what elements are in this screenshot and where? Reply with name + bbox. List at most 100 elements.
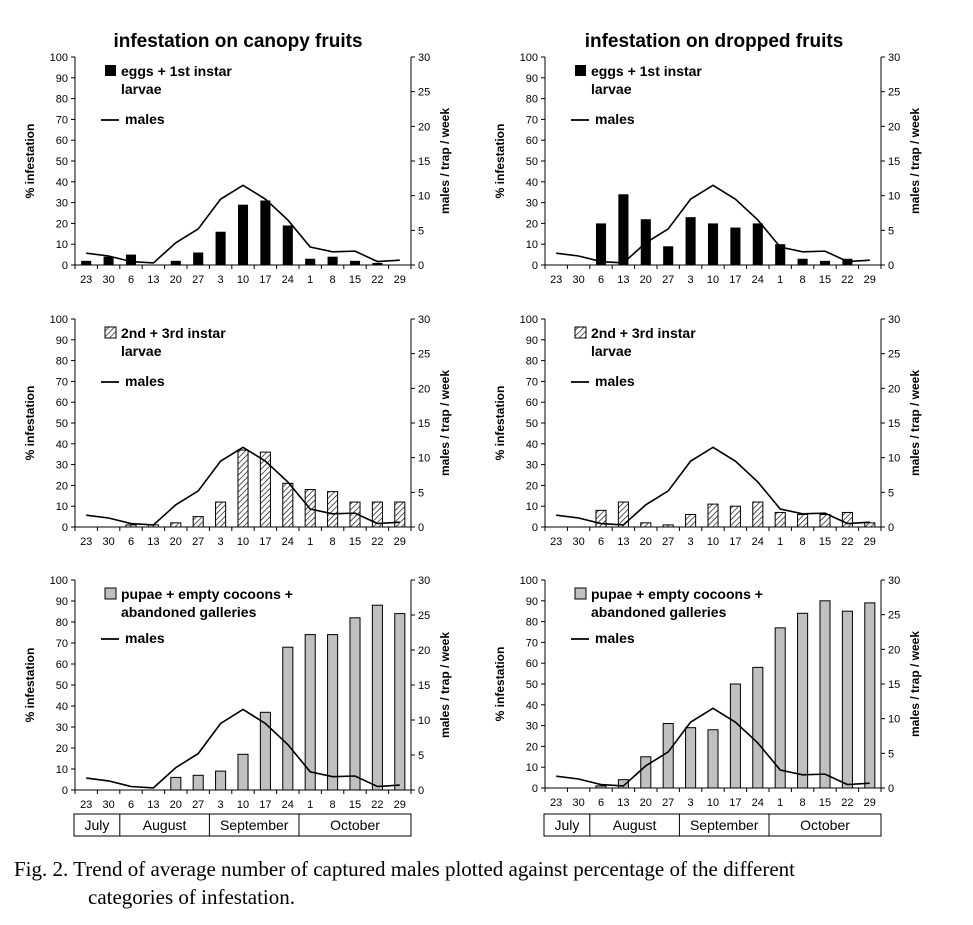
x-tick-label: 17 xyxy=(729,274,741,286)
y-tick-label: 0 xyxy=(62,260,68,272)
bar xyxy=(170,522,182,528)
x-tick-label: 24 xyxy=(752,536,764,548)
x-tick-label: 6 xyxy=(128,536,134,548)
x-tick-label: 6 xyxy=(598,536,604,548)
y-tick-label: 40 xyxy=(56,177,68,189)
y2-tick-label: 20 xyxy=(418,121,430,133)
x-tick-label: 3 xyxy=(688,536,694,548)
x-tick-label: 15 xyxy=(819,274,831,286)
legend-bar-label: pupae + empty cocoons + xyxy=(121,586,293,602)
legend-line-label: males xyxy=(595,630,635,646)
y-tick-label: 100 xyxy=(520,575,538,587)
legend-bar-label: 2nd + 3rd instar xyxy=(121,325,226,341)
males-line xyxy=(556,184,870,264)
legend-bar-swatch xyxy=(104,326,117,339)
x-tick-label: 29 xyxy=(394,274,406,286)
x-tick-label: 27 xyxy=(662,274,674,286)
legend-bar-label-line2: larvae xyxy=(591,343,632,359)
x-tick-label: 8 xyxy=(800,536,806,548)
bar xyxy=(774,627,786,789)
x-tick-label: 23 xyxy=(80,536,92,548)
bar xyxy=(103,256,114,265)
bar xyxy=(685,514,697,528)
y2-tick-label: 10 xyxy=(888,453,900,465)
x-tick-label: 30 xyxy=(572,536,584,548)
y-tick-label: 0 xyxy=(62,785,68,797)
bar xyxy=(729,505,741,528)
bar xyxy=(304,634,316,791)
bar xyxy=(685,727,697,789)
y-axis-title: % infestation xyxy=(493,386,507,461)
x-tick-label: 10 xyxy=(237,274,249,286)
bar xyxy=(260,200,271,265)
y2-tick-label: 5 xyxy=(888,748,894,760)
x-tick-label: 29 xyxy=(394,536,406,548)
bar xyxy=(170,776,182,791)
y-tick-label: 20 xyxy=(56,743,68,755)
y2-tick-label: 25 xyxy=(418,349,430,361)
x-tick-label: 10 xyxy=(707,274,719,286)
bar xyxy=(125,524,137,528)
y-axis-title: % infestation xyxy=(23,124,37,199)
x-tick-label: 15 xyxy=(349,799,361,811)
y-tick-label: 70 xyxy=(56,638,68,650)
x-tick-label: 20 xyxy=(640,274,652,286)
y-tick-label: 10 xyxy=(526,239,538,251)
bar xyxy=(707,503,719,528)
legend-bar-label-line2: larvae xyxy=(591,81,632,97)
y2-axis-title: males / trap / week xyxy=(438,632,452,738)
x-tick-label: 10 xyxy=(707,797,719,809)
y2-tick-label: 5 xyxy=(888,225,894,237)
x-tick-label: 20 xyxy=(640,536,652,548)
month-label: October xyxy=(800,817,850,833)
bar xyxy=(125,254,137,265)
month-label: October xyxy=(330,817,380,833)
bar xyxy=(662,524,674,528)
x-tick-label: 20 xyxy=(170,274,182,286)
y-tick-label: 80 xyxy=(526,356,538,368)
bar xyxy=(752,223,763,265)
bar xyxy=(774,511,786,528)
x-tick-label: 30 xyxy=(102,799,114,811)
bar xyxy=(595,509,607,528)
y2-tick-label: 30 xyxy=(418,575,430,587)
x-tick-label: 17 xyxy=(259,274,271,286)
legend-bar-label: eggs + 1st instar xyxy=(121,63,232,79)
bar xyxy=(237,204,249,265)
bar xyxy=(282,646,294,791)
x-tick-label: 23 xyxy=(550,797,562,809)
x-tick-label: 3 xyxy=(218,799,224,811)
y-tick-label: 10 xyxy=(56,501,68,513)
x-tick-label: 24 xyxy=(282,536,294,548)
bar xyxy=(730,227,741,265)
x-tick-label: 15 xyxy=(819,536,831,548)
x-tick-label: 1 xyxy=(777,797,783,809)
x-tick-label: 13 xyxy=(147,274,159,286)
y2-tick-label: 15 xyxy=(418,680,430,692)
y2-axis-title: males / trap / week xyxy=(908,631,922,737)
x-tick-label: 15 xyxy=(349,536,361,548)
bar xyxy=(192,774,204,791)
y2-tick-label: 20 xyxy=(888,383,900,395)
y-tick-label: 90 xyxy=(56,73,68,85)
bar xyxy=(81,260,92,265)
bar xyxy=(819,600,831,789)
bar xyxy=(707,223,719,265)
y2-tick-label: 30 xyxy=(418,314,430,326)
bar xyxy=(237,753,249,791)
y2-tick-label: 15 xyxy=(888,418,900,430)
legend-bar-label-line2: abandoned galleries xyxy=(121,604,257,620)
bar xyxy=(685,217,696,265)
month-label: September xyxy=(690,817,759,833)
y2-tick-label: 20 xyxy=(418,383,430,395)
y-tick-label: 80 xyxy=(56,94,68,106)
y-tick-label: 90 xyxy=(56,596,68,608)
bar xyxy=(371,501,383,528)
y-tick-label: 60 xyxy=(56,135,68,147)
x-tick-label: 13 xyxy=(147,799,159,811)
y-tick-label: 0 xyxy=(532,260,538,272)
x-tick-label: 23 xyxy=(550,274,562,286)
bar xyxy=(371,604,383,791)
caption-line-1: Fig. 2. Trend of average number of captu… xyxy=(14,857,796,881)
y-tick-label: 100 xyxy=(50,314,68,326)
